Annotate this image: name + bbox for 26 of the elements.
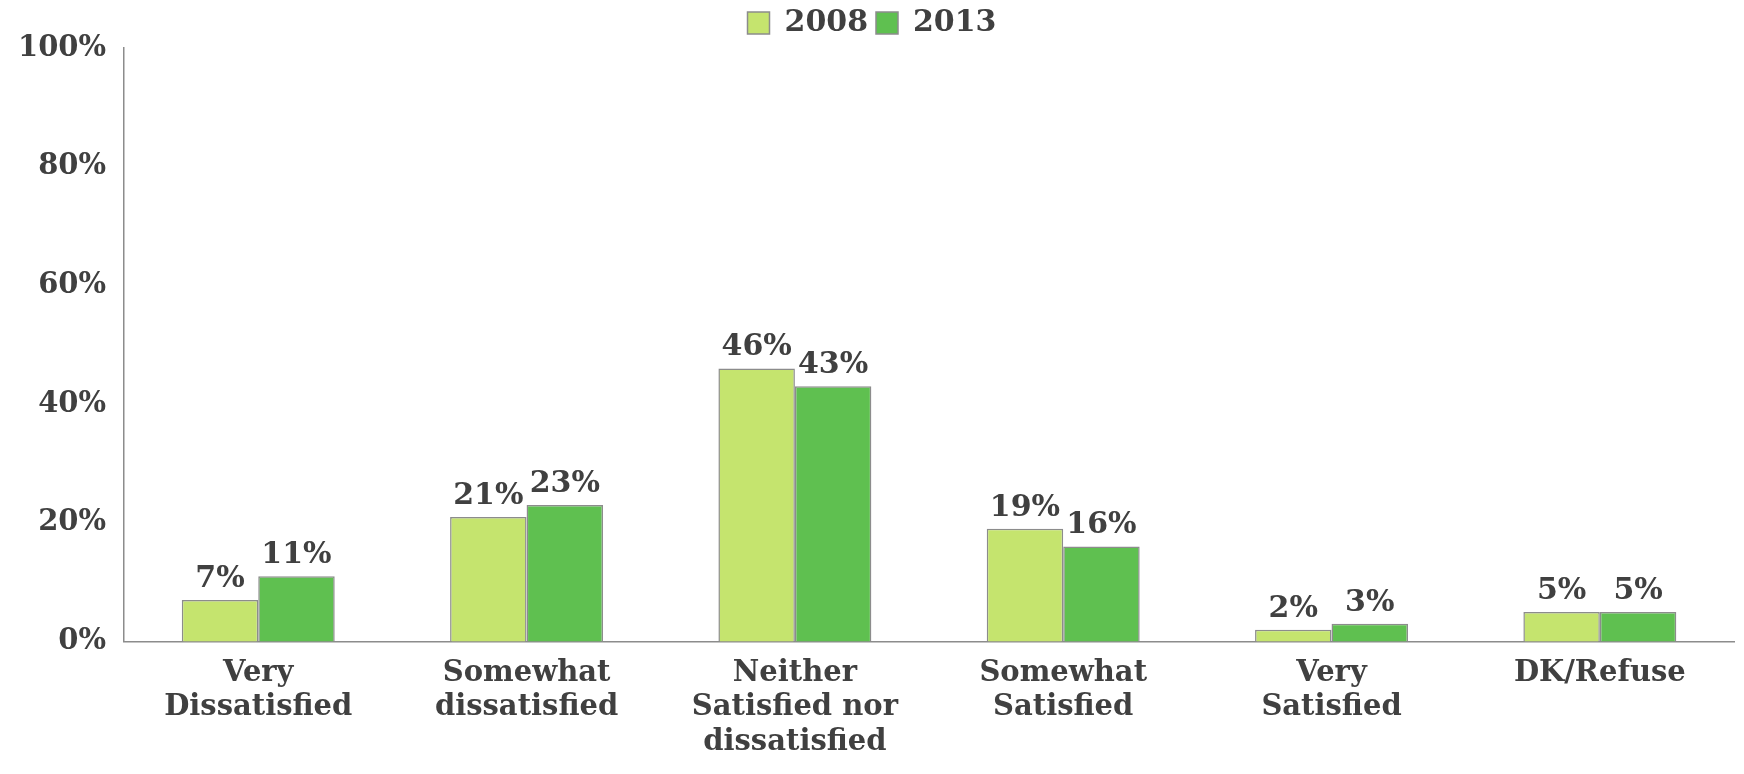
data-label: 16% <box>1066 505 1137 541</box>
data-label: 5% <box>1536 570 1587 606</box>
x-tick-label: DK/Refuse <box>1513 653 1686 688</box>
data-label: 3% <box>1345 582 1395 618</box>
y-tick-label: 100% <box>18 28 107 63</box>
y-tick-label: 0% <box>58 622 107 657</box>
x-tick-label: Neither Satisfied nor dissatisfied <box>691 653 899 758</box>
y-tick-label: 40% <box>38 384 107 419</box>
data-label: 5% <box>1613 570 1663 606</box>
data-label: 7% <box>195 558 245 594</box>
x-tick-label: Very Dissatisfied <box>164 653 353 723</box>
x-tick-label: Somewhat dissatisfied <box>434 653 619 723</box>
y-tick-label: 20% <box>38 503 107 538</box>
data-label: 19% <box>989 487 1061 523</box>
legend-label: 2013 <box>913 2 997 38</box>
data-label: 23% <box>529 463 600 499</box>
x-tick-label: Very Satisfied <box>1261 653 1402 723</box>
data-label: 11% <box>261 535 332 571</box>
data-label: 2% <box>1268 588 1318 624</box>
legend-label: 2008 <box>784 2 868 38</box>
data-label: 43% <box>797 345 869 381</box>
y-tick-label: 80% <box>38 147 107 182</box>
x-tick-label: Somewhat Satisfied <box>979 653 1148 723</box>
data-label: 46% <box>721 327 792 363</box>
data-label: 21% <box>453 475 524 511</box>
y-tick-label: 60% <box>38 265 107 300</box>
